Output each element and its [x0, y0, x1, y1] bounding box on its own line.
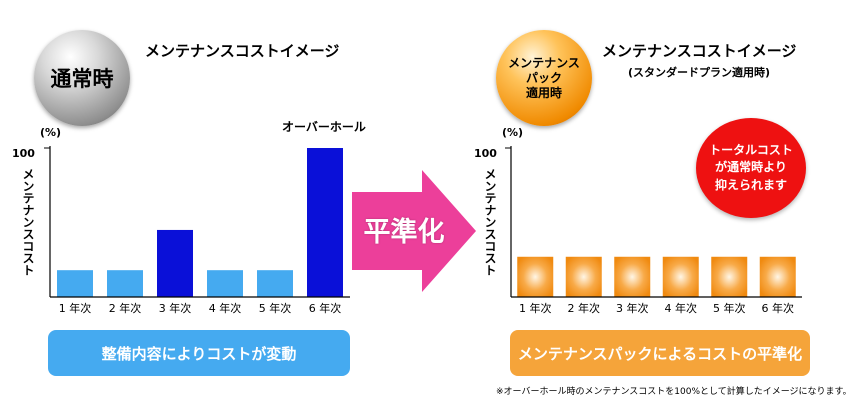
normal-period-sphere: 通常時: [34, 30, 130, 126]
left-caption-text: 整備内容によりコストが変動: [101, 344, 297, 363]
x-tick-label: 6 年次: [309, 301, 342, 315]
bar-6: [307, 148, 343, 297]
bar-2: [107, 270, 143, 297]
bar-4: [662, 256, 699, 297]
maintenance-pack-sphere: メンテナンス パック 適用時: [496, 30, 592, 126]
bar-5: [711, 256, 748, 297]
bar-4: [207, 270, 243, 297]
footnote: ※オーバーホール時のメンテナンスコストを100%として計算したイメージになります…: [496, 387, 852, 397]
right-y-max-label: 100: [474, 147, 497, 160]
x-tick-label: 2 年次: [568, 301, 601, 315]
maintenance-pack-label: メンテナンス パック 適用時: [508, 55, 580, 100]
overhaul-label: オーバーホール: [282, 120, 366, 134]
right-panel: メンテナンス パック 適用時 メンテナンスコストイメージ (スタンダードプラン適…: [474, 0, 855, 420]
x-tick-label: 5 年次: [259, 301, 292, 315]
left-caption-box: 整備内容によりコストが変動: [48, 330, 350, 376]
cost-reduction-callout: トータルコスト が通常時より 抑えられます: [696, 118, 806, 218]
x-tick-label: 1 年次: [59, 301, 92, 315]
left-y-axis-label: メンテナンスコスト: [21, 168, 35, 276]
left-bar-chart: 1 年次 2 年次 3 年次 4 年次 5 年次 6 年次: [44, 146, 350, 315]
right-unit-label: (%): [502, 126, 524, 139]
x-tick-label: 3 年次: [159, 301, 192, 315]
bar-3: [157, 229, 193, 297]
left-chart-title: メンテナンスコストイメージ: [145, 42, 340, 60]
cost-reduction-text: トータルコスト が通常時より 抑えられます: [709, 142, 793, 192]
x-tick-label: 6 年次: [762, 301, 795, 315]
right-caption-text: メンテナンスパックによるコストの平準化: [517, 344, 803, 363]
left-unit-label: (%): [40, 126, 62, 139]
leveling-label: 平準化: [363, 217, 445, 248]
bar-5: [257, 270, 293, 297]
left-y-max-label: 100: [12, 147, 35, 160]
bar-6: [759, 256, 796, 297]
bar-1: [517, 256, 554, 297]
bar-3: [614, 256, 651, 297]
leveling-arrow-icon: [352, 170, 476, 292]
x-tick-label: 5 年次: [713, 301, 746, 315]
right-chart-subtitle: (スタンダードプラン適用時): [628, 66, 771, 79]
bar-2: [565, 256, 602, 297]
x-tick-label: 1 年次: [519, 301, 552, 315]
right-y-axis-label: メンテナンスコスト: [483, 168, 497, 276]
x-tick-label: 4 年次: [209, 301, 242, 315]
right-caption-box: メンテナンスパックによるコストの平準化: [510, 330, 810, 376]
x-tick-label: 4 年次: [665, 301, 698, 315]
right-bar-chart: 1 年次 2 年次 3 年次 4 年次 5 年次 6 年次: [505, 146, 802, 315]
bar-1: [57, 270, 93, 297]
x-tick-label: 3 年次: [616, 301, 649, 315]
x-tick-label: 2 年次: [109, 301, 142, 315]
left-panel: 通常時 メンテナンスコストイメージ (%) 100 メンテナンスコスト オーバー…: [0, 0, 366, 420]
right-chart-title: メンテナンスコストイメージ: [602, 42, 797, 60]
normal-period-label: 通常時: [50, 67, 114, 91]
